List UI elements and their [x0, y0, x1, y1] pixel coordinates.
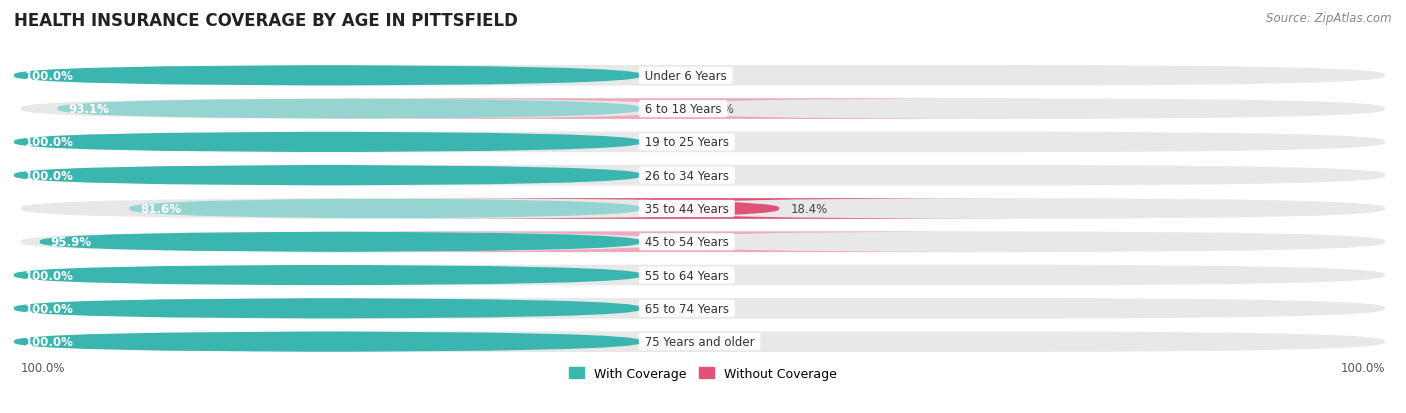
Text: 0.0%: 0.0%: [652, 302, 682, 315]
Text: 6 to 18 Years: 6 to 18 Years: [641, 103, 725, 116]
FancyBboxPatch shape: [21, 199, 1385, 219]
FancyBboxPatch shape: [21, 99, 1385, 120]
FancyBboxPatch shape: [14, 166, 641, 186]
FancyBboxPatch shape: [307, 99, 1026, 120]
FancyBboxPatch shape: [21, 166, 1385, 186]
FancyBboxPatch shape: [14, 265, 641, 286]
Text: 100.0%: 100.0%: [25, 70, 75, 83]
Text: Under 6 Years: Under 6 Years: [641, 70, 731, 83]
FancyBboxPatch shape: [394, 199, 1026, 219]
FancyBboxPatch shape: [21, 298, 1385, 319]
FancyBboxPatch shape: [285, 232, 1026, 252]
Text: Source: ZipAtlas.com: Source: ZipAtlas.com: [1267, 12, 1392, 25]
Text: 26 to 34 Years: 26 to 34 Years: [641, 169, 733, 182]
Text: 35 to 44 Years: 35 to 44 Years: [641, 202, 733, 216]
FancyBboxPatch shape: [21, 66, 1385, 86]
FancyBboxPatch shape: [21, 265, 1385, 286]
Text: 81.6%: 81.6%: [141, 202, 181, 216]
Text: 18.4%: 18.4%: [790, 202, 828, 216]
Legend: With Coverage, Without Coverage: With Coverage, Without Coverage: [564, 362, 842, 385]
Text: 6.9%: 6.9%: [704, 103, 734, 116]
FancyBboxPatch shape: [21, 332, 1385, 352]
Text: 45 to 54 Years: 45 to 54 Years: [641, 236, 733, 249]
Text: 0.0%: 0.0%: [652, 136, 682, 149]
FancyBboxPatch shape: [58, 99, 641, 120]
Text: 0.0%: 0.0%: [652, 335, 682, 348]
Text: HEALTH INSURANCE COVERAGE BY AGE IN PITTSFIELD: HEALTH INSURANCE COVERAGE BY AGE IN PITT…: [14, 12, 517, 30]
Text: 95.9%: 95.9%: [51, 236, 91, 249]
Text: 100.0%: 100.0%: [25, 335, 75, 348]
Text: 75 Years and older: 75 Years and older: [641, 335, 758, 348]
FancyBboxPatch shape: [14, 298, 641, 319]
Text: 93.1%: 93.1%: [69, 103, 110, 116]
Text: 65 to 74 Years: 65 to 74 Years: [641, 302, 733, 315]
Text: 100.0%: 100.0%: [25, 302, 75, 315]
Text: 0.0%: 0.0%: [652, 169, 682, 182]
Text: 100.0%: 100.0%: [25, 136, 75, 149]
FancyBboxPatch shape: [129, 199, 641, 219]
Text: 0.0%: 0.0%: [652, 70, 682, 83]
Text: 19 to 25 Years: 19 to 25 Years: [641, 136, 733, 149]
FancyBboxPatch shape: [14, 332, 641, 352]
Text: 100.0%: 100.0%: [21, 361, 66, 374]
Text: 55 to 64 Years: 55 to 64 Years: [641, 269, 733, 282]
Text: 100.0%: 100.0%: [25, 269, 75, 282]
Text: 100.0%: 100.0%: [25, 169, 75, 182]
FancyBboxPatch shape: [21, 132, 1385, 153]
FancyBboxPatch shape: [39, 232, 641, 252]
Text: 4.1%: 4.1%: [683, 236, 713, 249]
Text: 0.0%: 0.0%: [652, 269, 682, 282]
FancyBboxPatch shape: [21, 232, 1385, 252]
FancyBboxPatch shape: [14, 132, 641, 153]
FancyBboxPatch shape: [14, 66, 641, 86]
Text: 100.0%: 100.0%: [1340, 361, 1385, 374]
